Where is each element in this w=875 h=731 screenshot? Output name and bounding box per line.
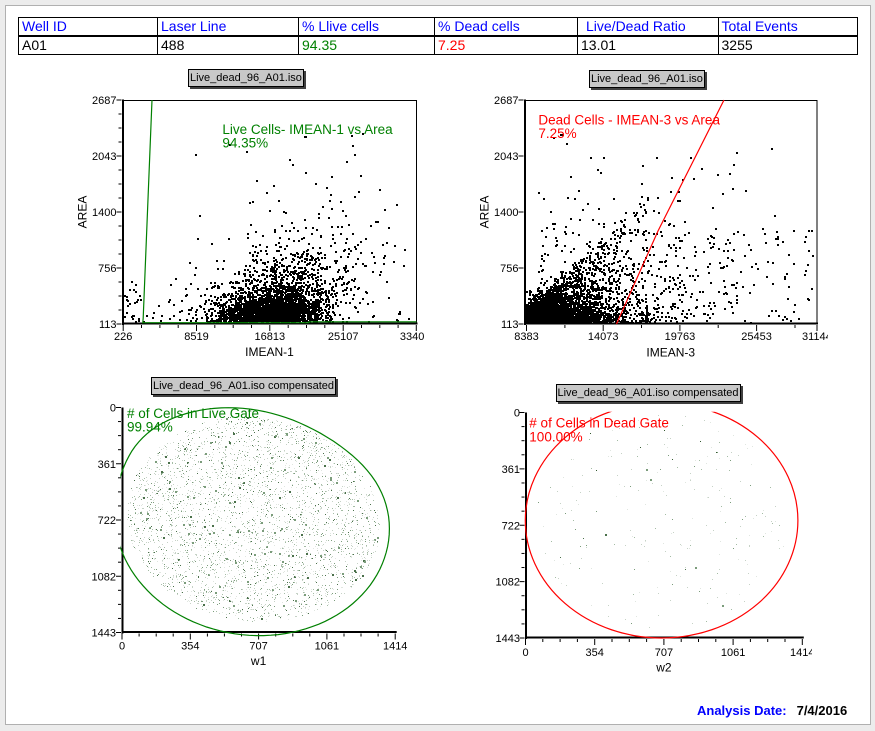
svg-text:Live Cells- IMEAN-1 vs Area: Live Cells- IMEAN-1 vs Area [222,122,393,137]
svg-text:99.94%: 99.94% [127,419,173,434]
svg-text:2043: 2043 [494,151,518,163]
svg-text:# of Cells in Live Gate: # of Cells in Live Gate [127,406,259,421]
svg-text:113: 113 [501,319,519,331]
svg-text:707: 707 [249,641,267,653]
svg-text:756: 756 [98,263,116,275]
svg-text:AREA: AREA [78,196,90,229]
svg-text:226: 226 [114,331,132,343]
svg-text:1082: 1082 [92,571,116,583]
svg-text:756: 756 [500,263,518,275]
svg-text:354: 354 [181,641,199,653]
svg-text:1061: 1061 [315,641,339,653]
svg-text:25107: 25107 [328,331,359,343]
svg-text:361: 361 [98,459,116,471]
svg-text:1443: 1443 [496,633,520,645]
svg-text:IMEAN-3: IMEAN-3 [646,346,695,360]
svg-text:AREA: AREA [480,196,492,229]
svg-text:113: 113 [99,319,117,331]
svg-text:31144: 31144 [802,331,828,343]
svg-text:0: 0 [522,647,528,659]
svg-text:w2: w2 [655,661,672,675]
svg-text:2687: 2687 [494,95,518,107]
svg-text:2687: 2687 [92,95,116,107]
svg-text:33401: 33401 [400,331,425,343]
svg-text:1400: 1400 [494,207,518,219]
svg-text:0: 0 [119,641,125,653]
svg-text:2043: 2043 [92,151,116,163]
svg-text:1082: 1082 [496,577,520,589]
svg-text:# of Cells in Dead Gate: # of Cells in Dead Gate [529,416,669,431]
svg-text:w1: w1 [250,654,267,668]
svg-text:16813: 16813 [255,331,286,343]
svg-text:14073: 14073 [588,331,619,343]
svg-text:1414: 1414 [383,641,407,653]
svg-text:Dead Cells - IMEAN-3 vs Area: Dead Cells - IMEAN-3 vs Area [538,112,720,127]
svg-text:361: 361 [502,464,520,476]
svg-text:25453: 25453 [741,331,772,343]
svg-text:IMEAN-1: IMEAN-1 [245,345,294,359]
svg-text:7.25%: 7.25% [538,126,576,141]
svg-text:8519: 8519 [184,331,208,343]
svg-text:1400: 1400 [92,207,116,219]
svg-text:1443: 1443 [92,628,116,640]
svg-text:100.00%: 100.00% [529,429,582,444]
svg-text:94.35%: 94.35% [222,136,268,151]
svg-text:1414: 1414 [790,647,812,659]
svg-text:722: 722 [98,515,116,527]
svg-text:19763: 19763 [665,331,696,343]
svg-text:354: 354 [586,647,604,659]
svg-text:707: 707 [655,647,673,659]
svg-text:1061: 1061 [721,647,745,659]
svg-text:0: 0 [514,408,520,420]
svg-text:722: 722 [502,520,520,532]
svg-text:0: 0 [110,403,116,415]
svg-text:8383: 8383 [514,331,538,343]
